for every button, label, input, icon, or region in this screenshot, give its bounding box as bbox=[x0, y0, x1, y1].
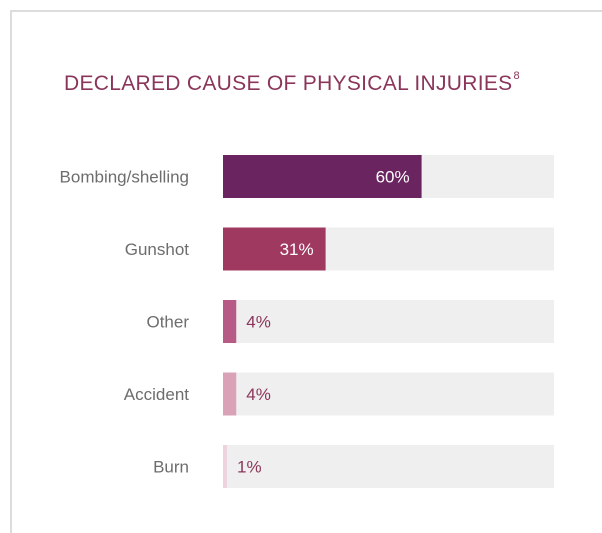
value-label-accident: 4% bbox=[246, 385, 271, 404]
bar-accident bbox=[223, 372, 237, 416]
chart-title-footnote: 8 bbox=[513, 70, 520, 82]
category-label-other: Other bbox=[146, 313, 189, 332]
chart-title-text: DECLARED CAUSE OF PHYSICAL INJURIES bbox=[64, 72, 513, 95]
value-label-gunshot: 31% bbox=[280, 240, 314, 259]
bar-burn bbox=[223, 445, 227, 488]
bar-track-burn bbox=[223, 445, 554, 488]
frame-top-border bbox=[10, 10, 602, 12]
category-label-gunshot: Gunshot bbox=[125, 240, 190, 259]
bar-track-accident bbox=[223, 372, 554, 416]
category-label-burn: Burn bbox=[153, 458, 189, 477]
bar-track-other bbox=[223, 300, 554, 343]
value-label-burn: 1% bbox=[237, 458, 262, 477]
value-label-other: 4% bbox=[246, 313, 271, 332]
bar-bombing-shelling bbox=[223, 155, 422, 198]
category-label-accident: Accident bbox=[124, 385, 189, 404]
frame-left-border bbox=[10, 10, 12, 533]
bar-gunshot bbox=[223, 227, 326, 271]
chart-title: DECLARED CAUSE OF PHYSICAL INJURIES8 bbox=[64, 70, 520, 96]
category-label-bombing-shelling: Bombing/shelling bbox=[60, 168, 189, 187]
value-label-bombing-shelling: 60% bbox=[376, 168, 410, 187]
bar-other bbox=[223, 300, 237, 343]
